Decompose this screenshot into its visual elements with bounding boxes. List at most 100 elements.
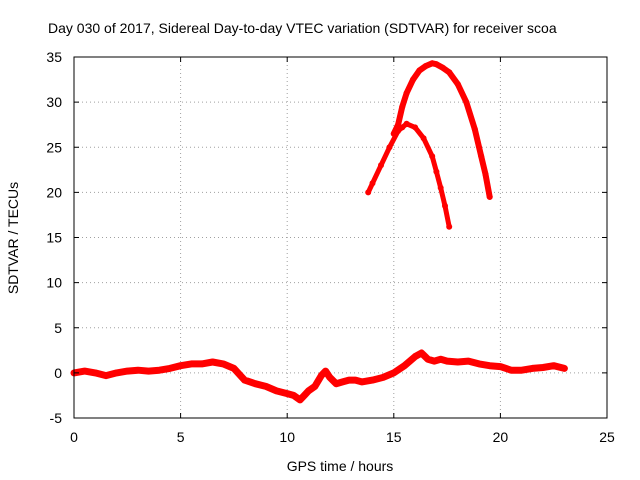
data-point <box>416 67 423 74</box>
data-point <box>399 103 406 110</box>
data-point <box>401 362 408 369</box>
data-point <box>103 372 109 379</box>
y-tick-label: 15 <box>46 230 62 246</box>
data-point <box>518 367 525 374</box>
data-point <box>386 144 393 151</box>
data-point <box>486 193 493 200</box>
data-point <box>220 360 227 367</box>
chart-title: Day 030 of 2017, Sidereal Day-to-day VTE… <box>48 20 557 36</box>
data-point <box>198 360 205 367</box>
data-point <box>482 171 489 178</box>
y-tick-label: 20 <box>46 184 62 200</box>
data-point <box>378 162 384 169</box>
data-point <box>390 130 397 137</box>
data-point <box>454 81 461 88</box>
data-point <box>478 153 485 160</box>
data-point <box>156 367 163 374</box>
data-point <box>322 368 329 375</box>
data-point <box>403 120 410 127</box>
data-point <box>420 135 427 142</box>
x-tick-label: 5 <box>177 429 185 445</box>
series-layer <box>70 60 568 404</box>
data-point <box>166 365 173 372</box>
x-tick-label: 15 <box>386 429 402 445</box>
data-point <box>241 377 248 384</box>
data-point <box>446 69 453 76</box>
data-point <box>311 383 318 390</box>
data-point <box>422 63 429 69</box>
data-point <box>403 90 410 97</box>
ticks <box>73 56 608 419</box>
data-point <box>437 184 444 191</box>
data-point <box>81 368 88 375</box>
data-point <box>284 390 291 397</box>
data-point <box>358 378 365 385</box>
data-point <box>301 392 308 399</box>
data-point <box>476 360 483 367</box>
data-point <box>346 377 352 384</box>
data-point <box>442 202 448 209</box>
data-point <box>418 350 425 356</box>
data-point <box>433 168 440 175</box>
data-point <box>433 61 440 68</box>
y-tick-label: 10 <box>46 275 62 291</box>
data-point <box>540 364 546 371</box>
data-point <box>369 180 376 187</box>
data-point <box>333 380 340 387</box>
y-tick-label: 5 <box>54 320 62 336</box>
data-point <box>365 189 372 196</box>
data-point <box>380 374 387 381</box>
data-point <box>209 359 216 365</box>
y-axis-title: SDTVAR / TECUs <box>5 182 21 294</box>
data-point <box>550 362 557 369</box>
data-point <box>290 392 297 399</box>
data-point <box>230 365 237 372</box>
tick-labels: 0 5 10 15 20 25 -5 0 5 10 15 20 25 30 35 <box>46 49 615 445</box>
data-point <box>429 153 436 160</box>
x-tick-label: 0 <box>70 429 78 445</box>
data-point <box>437 356 444 363</box>
data-point <box>326 374 333 381</box>
data-point <box>446 223 453 230</box>
x-tick-label: 20 <box>493 429 509 445</box>
data-point <box>412 353 419 360</box>
data-point <box>369 377 376 384</box>
data-point <box>508 367 515 374</box>
y-tick-label: 25 <box>46 139 62 155</box>
data-point <box>497 363 504 370</box>
data-point <box>444 358 451 365</box>
data-point <box>305 387 312 394</box>
data-point <box>339 378 346 385</box>
data-point <box>471 126 478 133</box>
x-axis-title: GPS time / hours <box>287 458 394 474</box>
data-point <box>188 360 195 367</box>
data-point <box>424 356 431 363</box>
data-point <box>431 358 438 365</box>
x-tick-label: 10 <box>279 429 295 445</box>
data-point <box>439 64 446 71</box>
y-tick-label: 0 <box>54 365 62 381</box>
x-tick-label: 25 <box>599 429 615 445</box>
data-point <box>529 365 536 372</box>
data-point <box>454 359 461 365</box>
data-point <box>273 387 280 394</box>
data-point <box>252 380 259 387</box>
data-point <box>352 377 359 384</box>
data-point <box>177 362 184 369</box>
data-point <box>412 124 419 131</box>
data-point <box>395 121 402 128</box>
data-point <box>92 369 99 376</box>
data-point <box>124 368 131 375</box>
y-tick-label: -5 <box>50 410 63 426</box>
y-tick-label: 35 <box>46 49 62 65</box>
data-point <box>463 99 470 106</box>
data-point <box>135 367 141 374</box>
data-point <box>410 76 416 83</box>
data-point <box>145 368 152 375</box>
data-point <box>297 396 303 403</box>
data-point <box>561 365 568 372</box>
data-point <box>318 372 325 379</box>
data-point <box>262 383 269 390</box>
